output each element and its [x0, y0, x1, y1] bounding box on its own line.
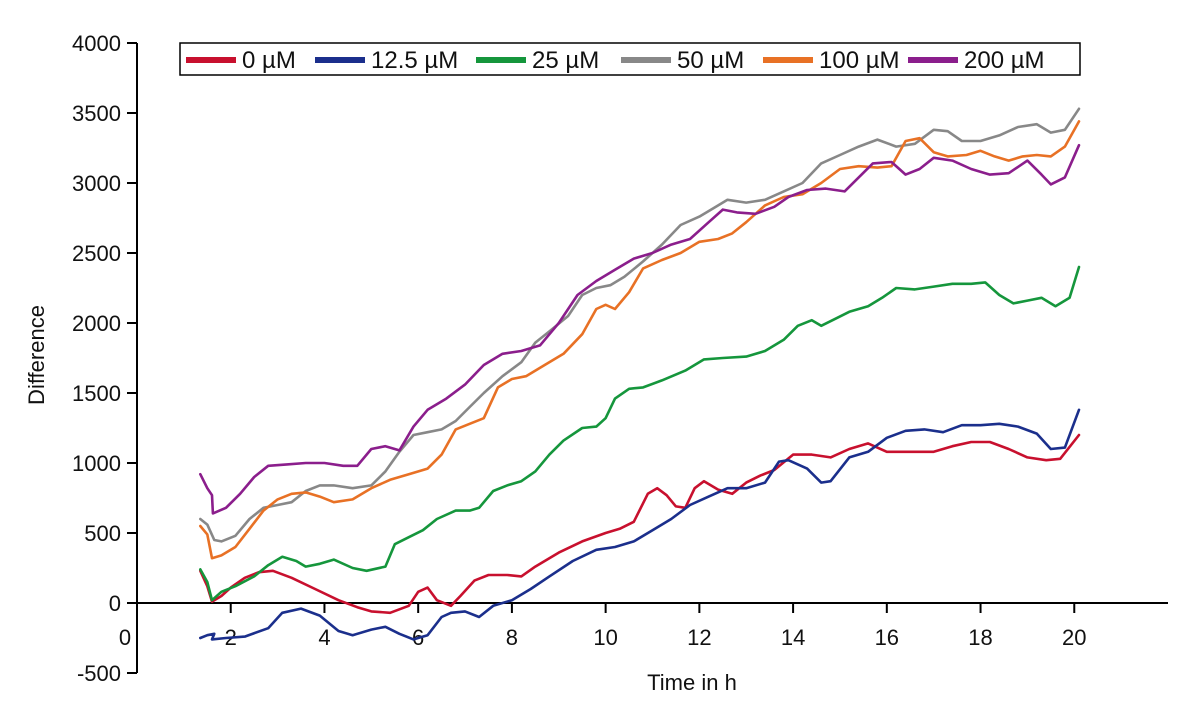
legend-label-1: 12.5 µM: [371, 47, 458, 74]
y-tick-label: -500: [77, 661, 121, 686]
x-tick-label: 8: [506, 625, 518, 650]
y-axis-title: Difference: [24, 305, 49, 405]
y-tick-label: 1500: [72, 381, 121, 406]
series-line-5: [200, 145, 1079, 513]
x-tick-label: 12: [687, 625, 711, 650]
legend-label-3: 50 µM: [677, 47, 744, 74]
series-line-1: [200, 410, 1079, 640]
legend: 0 µM 12.5 µM 25 µM 50 µM 100 µM 200 µM: [180, 43, 1080, 75]
legend-label-4: 100 µM: [819, 47, 900, 74]
x-axis-title: Time in h: [647, 670, 737, 695]
series-line-0: [200, 435, 1079, 613]
x-tick-label: 16: [875, 625, 899, 650]
y-tick-label: 2000: [72, 311, 121, 336]
y-tick-label: 0: [109, 591, 121, 616]
series-group: [200, 109, 1079, 640]
series-line-3: [200, 109, 1079, 542]
y-tick-label: 3500: [72, 101, 121, 126]
x-tick-label: 14: [781, 625, 805, 650]
x-tick-label: 20: [1062, 625, 1086, 650]
legend-label-5: 200 µM: [964, 47, 1045, 74]
y-tick-label: 4000: [72, 31, 121, 56]
legend-label-2: 25 µM: [532, 47, 599, 74]
y-tick-label: 500: [84, 521, 121, 546]
x-origin-label: 0: [119, 625, 131, 650]
x-tick-label: 4: [318, 625, 330, 650]
series-line-4: [200, 121, 1079, 558]
legend-label-0: 0 µM: [242, 47, 296, 74]
y-tick-label: 2500: [72, 241, 121, 266]
y-tick-label: 3000: [72, 171, 121, 196]
x-tick-label: 18: [968, 625, 992, 650]
x-tick-label: 10: [593, 625, 617, 650]
y-tick-label: 1000: [72, 451, 121, 476]
series-line-2: [200, 267, 1079, 600]
